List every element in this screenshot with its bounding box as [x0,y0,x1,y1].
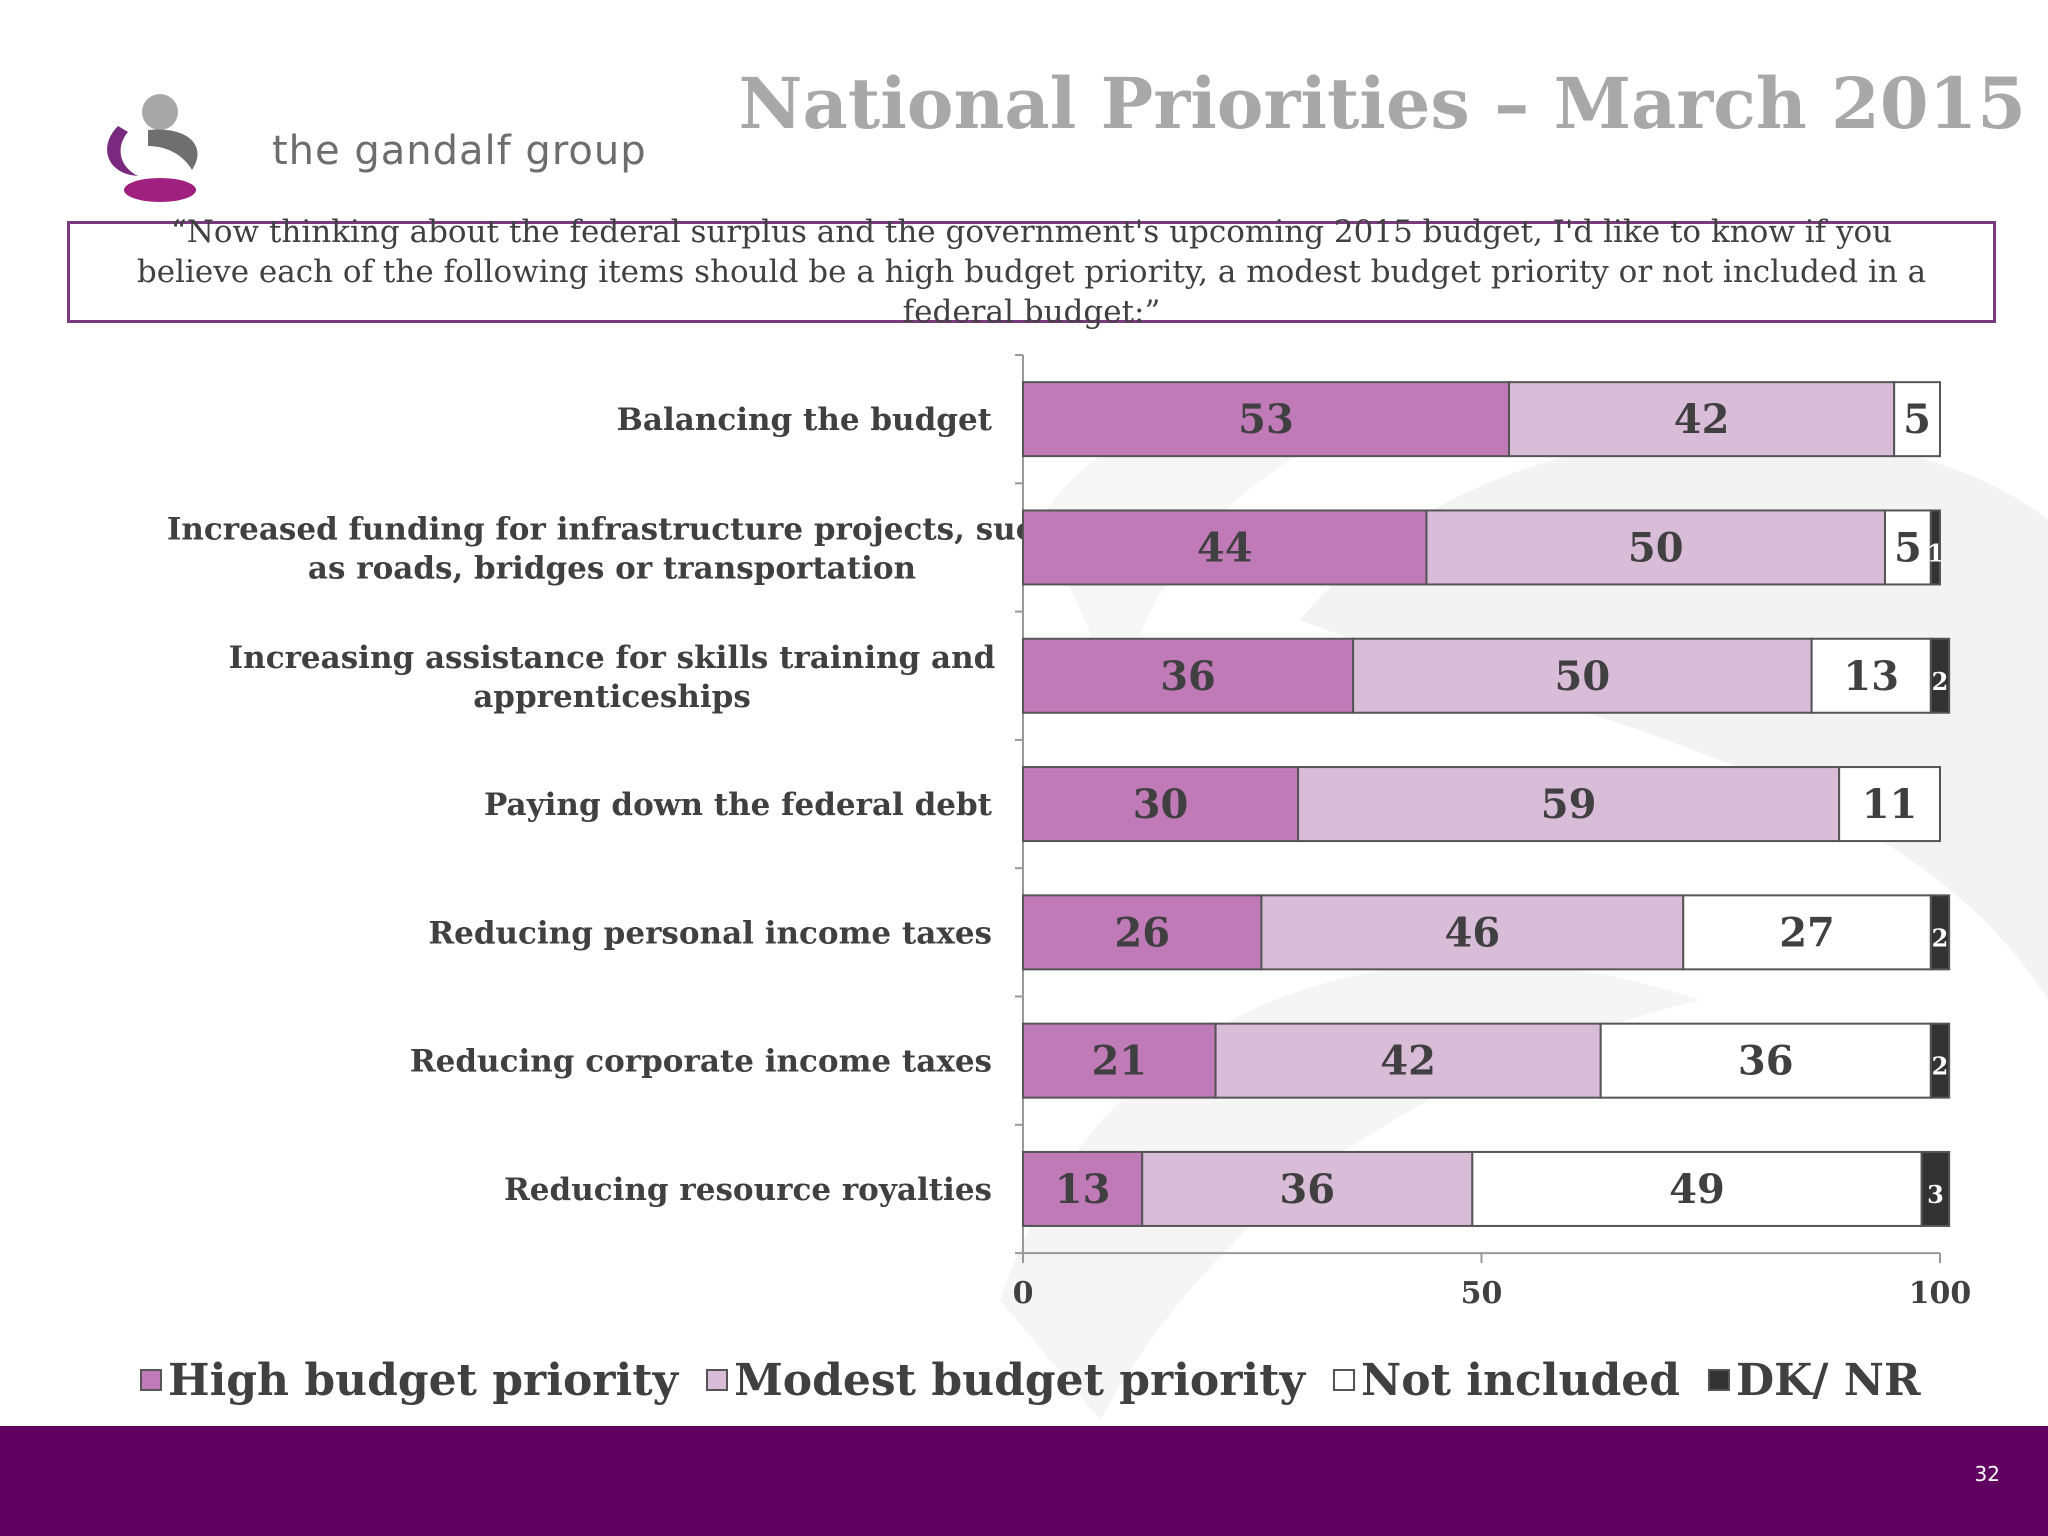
bar-not-included [1893,381,1942,458]
bar-high [1022,894,1263,971]
data-label-modest: 36 [1279,1166,1335,1213]
data-label-modest: 42 [1380,1038,1436,1085]
data-label-not-included: 13 [1843,653,1899,700]
bar-high [1022,1022,1217,1099]
bar-dk-nr [1929,1022,1951,1099]
legend-swatch-not-included [1333,1369,1356,1391]
data-label-high: 13 [1055,1166,1111,1213]
bar-high [1022,509,1428,586]
legend-item-high: High budget priority [140,1355,678,1406]
bar-not-included [1599,1022,1932,1099]
bar-modest [1297,766,1841,843]
data-label-dk-nr: 1 [1927,538,1944,567]
data-label-modest: 46 [1444,909,1500,956]
bar-dk-nr [1929,637,1951,714]
category-label: Increased funding for infrastructure pro… [167,511,1057,586]
legend-label-modest: Modest budget priority [734,1354,1306,1406]
data-label-modest: 50 [1628,524,1684,571]
footer-bar [0,1426,2048,1536]
bar-modest [1214,1022,1602,1099]
legend-label-dk-nr: DK/ NR [1735,1354,1921,1406]
x-tick-label: 50 [1461,1276,1503,1311]
data-label-modest: 59 [1541,781,1597,828]
bar-not-included [1682,894,1932,971]
category-label: Reducing corporate income taxes [410,1044,992,1080]
data-label-high: 53 [1238,396,1294,443]
data-label-not-included: 5 [1894,524,1922,571]
chart-legend: High budget priority Modest budget prior… [140,1350,1921,1410]
legend-label-not-included: Not included [1361,1354,1680,1406]
legend-label-high: High budget priority [168,1354,679,1406]
bar-not-included [1883,509,1932,586]
data-label-modest: 42 [1674,396,1730,443]
bar-dk-nr [1920,1150,1951,1227]
data-label-not-included: 5 [1903,396,1931,443]
data-label-high: 44 [1197,524,1253,571]
brand-name: the gandalf group [272,128,647,174]
legend-item-modest: Modest budget priority [706,1355,1305,1406]
bar-dk-nr [1929,509,1941,586]
bar-not-included [1838,766,1942,843]
x-tick-label: 100 [1909,1276,1972,1311]
legend-swatch-high [140,1369,162,1391]
data-label-high: 30 [1133,781,1189,828]
x-tick-label: 0 [1013,1276,1034,1311]
category-label: Balancing the budget [617,402,993,438]
data-label-not-included: 27 [1779,909,1835,956]
bar-modest [1260,894,1685,971]
category-label: Increasing assistance for skills trainin… [229,640,996,715]
data-label-dk-nr: 3 [1927,1180,1944,1209]
bar-dk-nr [1929,894,1951,971]
data-label-high: 21 [1091,1038,1147,1085]
page-number: 32 [1974,1462,2000,1486]
data-label-not-included: 11 [1862,781,1918,828]
legend-swatch-modest [706,1369,729,1391]
category-label: Reducing personal income taxes [428,915,992,951]
data-label-modest: 50 [1555,653,1611,700]
legend-swatch-dk-nr [1707,1369,1730,1391]
bar-high [1022,381,1511,458]
data-label-not-included: 36 [1738,1038,1794,1085]
data-label-not-included: 49 [1669,1166,1725,1213]
data-label-dk-nr: 2 [1932,923,1949,952]
category-label: Paying down the federal debt [484,787,993,823]
data-label-high: 26 [1114,909,1170,956]
bar-modest [1141,1150,1474,1227]
slide-title: National Priorities – March 2015 [738,62,2026,145]
legend-item-dk-nr: DK/ NR [1707,1354,1921,1406]
data-label-dk-nr: 2 [1932,1052,1949,1081]
legend-item-not-included: Not included [1333,1355,1680,1406]
data-label-dk-nr: 2 [1932,667,1949,696]
gandalf-logo [107,94,198,202]
bar-modest [1425,509,1886,586]
data-label-high: 36 [1160,653,1216,700]
category-label: Reducing resource royalties [504,1172,992,1208]
